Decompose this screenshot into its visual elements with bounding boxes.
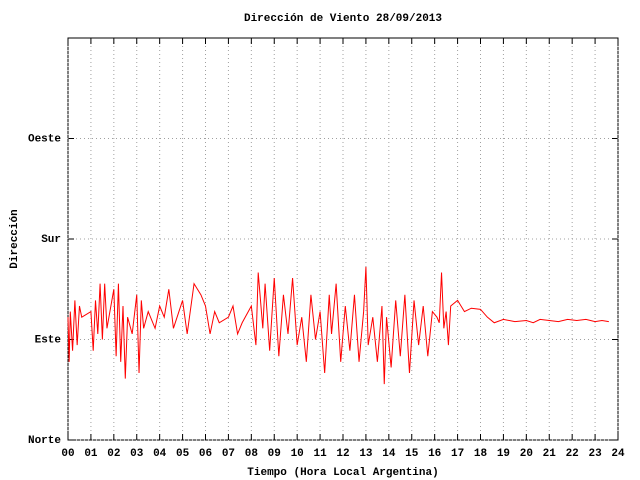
x-tick-label: 23: [588, 448, 602, 460]
x-tick-label: 06: [199, 448, 212, 460]
x-tick-label: 13: [359, 448, 373, 460]
x-tick-label: 24: [611, 448, 625, 460]
y-tick-label: Sur: [41, 234, 61, 246]
chart-title: Dirección de Viento 28/09/2013: [244, 13, 442, 25]
x-tick-label: 12: [336, 448, 349, 460]
x-tick-label: 14: [382, 448, 396, 460]
x-tick-label: 07: [222, 448, 235, 460]
x-tick-label: 09: [268, 448, 281, 460]
x-tick-label: 03: [130, 448, 144, 460]
y-tick-label: Este: [35, 334, 62, 346]
x-tick-label: 22: [566, 448, 579, 460]
x-tick-label: 11: [313, 448, 327, 460]
x-tick-label: 19: [497, 448, 510, 460]
x-tick-label: 18: [474, 448, 488, 460]
x-tick-label: 04: [153, 448, 167, 460]
x-tick-label: 21: [543, 448, 557, 460]
data-line: [67, 266, 609, 385]
x-tick-label: 17: [451, 448, 464, 460]
x-tick-label: 10: [291, 448, 304, 460]
x-tick-label: 20: [520, 448, 533, 460]
x-axis-label: Tiempo (Hora Local Argentina): [247, 467, 438, 479]
x-tick-label: 02: [107, 448, 120, 460]
x-tick-label: 00: [61, 448, 74, 460]
y-tick-label: Norte: [28, 435, 61, 447]
x-tick-label: 16: [428, 448, 441, 460]
x-tick-label: 08: [245, 448, 259, 460]
y-tick-label: Oeste: [28, 133, 61, 145]
x-tick-label: 15: [405, 448, 419, 460]
y-axis-label: Dirección: [9, 209, 21, 268]
x-tick-label: 01: [84, 448, 98, 460]
x-tick-label: 05: [176, 448, 190, 460]
